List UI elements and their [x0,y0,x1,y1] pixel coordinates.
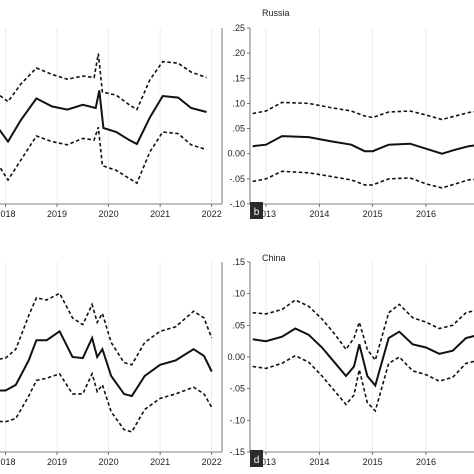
lower-bound-line [252,354,474,413]
panel-letter: b [254,207,260,218]
y-tick-label: 0.00 [227,352,245,362]
estimate-line [252,135,474,155]
y-tick-label: -.10 [229,199,245,209]
upper-bound-line [252,101,474,121]
x-tick-label: 2019 [47,457,67,467]
y-tick-label: -.15 [229,447,245,457]
y-tick-label: .10 [232,98,245,108]
x-tick-label: 2015 [363,209,383,219]
x-tick-label: 2020 [99,209,119,219]
x-tick-label: 2013 [256,209,276,219]
y-tick-label: .05 [232,320,245,330]
x-tick-label: 2013 [256,457,276,467]
x-tick-label: 2021 [150,209,170,219]
estimate-line [252,327,474,388]
y-tick-label: .05 [232,124,245,134]
upper-bound-line [0,292,213,366]
x-tick-label: 2014 [309,209,329,219]
x-tick-label: 2022 [202,457,222,467]
estimate-line [0,90,207,146]
lower-bound-line [252,170,474,189]
x-tick-label: 2019 [47,209,67,219]
y-tick-label: .20 [232,48,245,58]
y-tick-label: -.10 [229,415,245,425]
x-tick-label: 2022 [202,209,222,219]
upper-bound-line [252,299,474,362]
y-tick-label: .10 [232,289,245,299]
y-tick-label: -.05 [229,174,245,184]
x-tick-label: 2014 [309,457,329,467]
panel-a: 2018 2019 2020 2021 2022 [0,28,223,219]
panel-c: 2018 2019 2020 2021 2022 [0,262,223,467]
y-tick-label: .25 [232,23,245,33]
x-tick-label: 2018 [0,457,15,467]
x-tick-label: 2021 [150,457,170,467]
panel-b: 2013 2014 2015 2016 .25 .20 .15 .10 .05 0.00 -.05 -… [227,8,474,219]
panel-letter: d [254,455,260,466]
y-tick-label: .15 [232,257,245,267]
lower-bound-line [0,126,207,185]
panel-d: 2013 2014 2015 2016 .15 .10 .05 0.00 -.05 -.10 -.1… [227,253,474,467]
upper-bound-line [0,53,207,111]
panel-letter-badge [250,202,263,219]
x-tick-label: 2016 [416,209,436,219]
y-tick-label: -.05 [229,384,245,394]
x-tick-label: 2018 [0,209,15,219]
x-tick-label: 2016 [416,457,436,467]
y-tick-label: 0.00 [227,149,245,159]
panel-title: China [262,253,286,263]
lower-bound-line [0,371,213,433]
y-tick-label: .15 [232,73,245,83]
estimate-line [0,329,213,398]
panel-letter-badge [250,450,263,467]
x-tick-label: 2015 [363,457,383,467]
panel-title: Russia [262,8,290,18]
x-tick-label: 2020 [99,457,119,467]
